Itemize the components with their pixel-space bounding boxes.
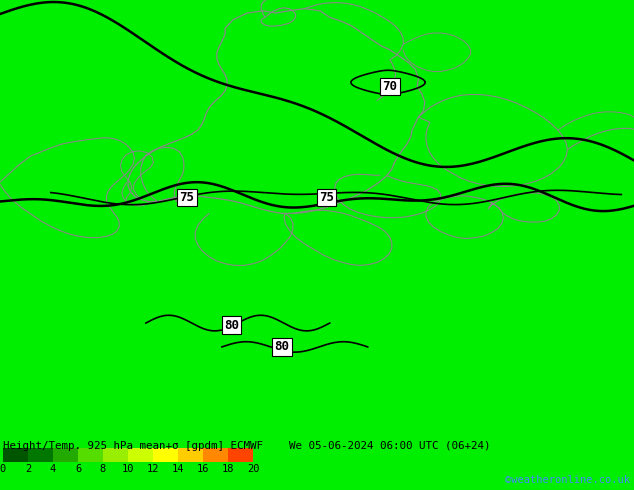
Text: 14: 14 — [172, 465, 184, 474]
Bar — [128, 448, 153, 463]
Text: Height/Temp. 925 hPa mean+σ [gpdm] ECMWF    We 05-06-2024 06:00 UTC (06+24): Height/Temp. 925 hPa mean+σ [gpdm] ECMWF… — [3, 441, 491, 451]
Text: 12: 12 — [146, 465, 159, 474]
Bar — [178, 448, 203, 463]
Text: ©weatheronline.co.uk: ©weatheronline.co.uk — [505, 475, 630, 485]
Text: 10: 10 — [122, 465, 134, 474]
Bar — [203, 448, 228, 463]
Bar — [228, 448, 253, 463]
Text: 0: 0 — [0, 465, 6, 474]
Bar — [78, 448, 103, 463]
Text: 18: 18 — [222, 465, 234, 474]
Text: 6: 6 — [75, 465, 81, 474]
Text: 70: 70 — [382, 80, 398, 93]
Text: 4: 4 — [50, 465, 56, 474]
Bar — [28, 448, 53, 463]
Bar — [53, 448, 78, 463]
Text: 20: 20 — [247, 465, 259, 474]
Text: 75: 75 — [179, 191, 195, 204]
Text: 80: 80 — [224, 318, 239, 332]
Bar — [153, 448, 178, 463]
Text: 80: 80 — [275, 341, 290, 353]
Bar — [103, 448, 128, 463]
Bar — [3, 448, 28, 463]
Text: 75: 75 — [319, 191, 334, 204]
Text: 8: 8 — [100, 465, 106, 474]
Text: 2: 2 — [25, 465, 31, 474]
Text: 16: 16 — [197, 465, 209, 474]
